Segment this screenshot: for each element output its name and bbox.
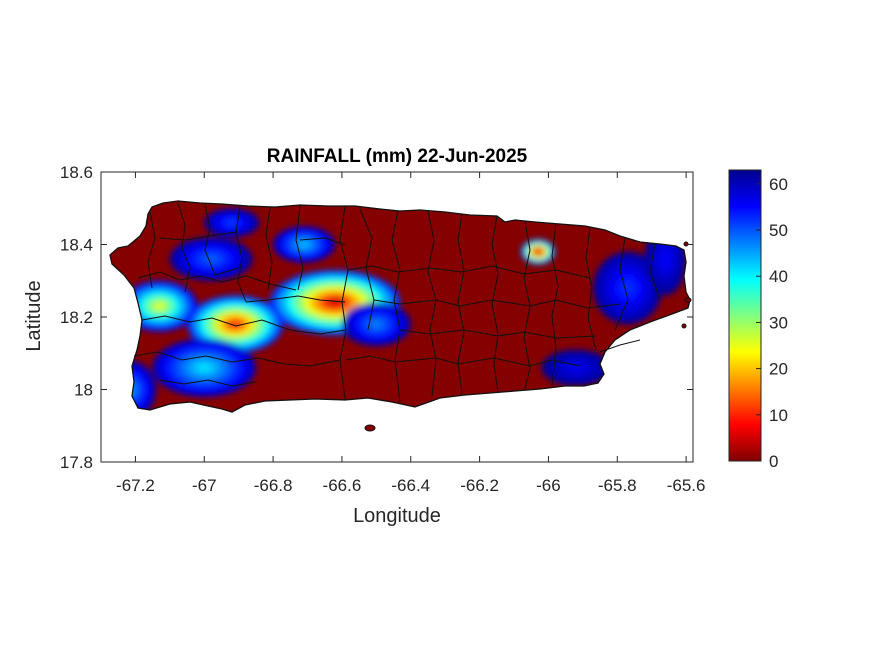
municipality-boundary: [137, 271, 297, 291]
municipality-boundary: [265, 207, 273, 291]
rain-cell: [273, 226, 336, 263]
municipality-boundary: [299, 237, 346, 246]
y-tick-label: 17.8: [60, 453, 93, 472]
y-tick-label: 18.2: [60, 308, 93, 327]
municipality-boundary: [214, 267, 239, 276]
colorbar-tick-label: 40: [769, 267, 788, 286]
municipality-boundary: [133, 351, 285, 365]
small-islands: [364, 241, 692, 432]
municipality-boundary: [141, 315, 346, 335]
municipality-boundary: [585, 226, 597, 351]
x-tick-label: -66: [536, 476, 561, 495]
x-tick-label: -65.6: [667, 476, 706, 495]
y-tick-label: 18: [74, 381, 93, 400]
municipality-boundary: [614, 237, 629, 331]
municipality-boundary: [177, 202, 191, 293]
rain-cell: [152, 338, 256, 397]
municipality-boundary: [649, 242, 661, 301]
y-tick-label: 18.6: [60, 163, 93, 182]
x-axis: -67.2 -67 -66.8 -66.6 -66.4 -66.2 -66 -65.8 -65.…: [116, 172, 705, 495]
municipality-boundary: [295, 205, 304, 291]
rain-contour: [372, 321, 381, 327]
rain-contour: [326, 298, 344, 307]
municipality-boundary: [491, 215, 499, 393]
municipality-boundary: [457, 213, 465, 395]
islet: [364, 424, 376, 432]
x-axis-label: Longitude: [353, 505, 441, 527]
colorbar-tick-label: 20: [769, 360, 788, 379]
x-tick-label: -66.2: [460, 476, 499, 495]
rain-contour: [300, 242, 308, 247]
municipality-boundary: [159, 231, 237, 241]
y-axis: 17.8 18 18.2 18.4 18.6: [60, 163, 693, 472]
municipality-boundary: [159, 379, 257, 387]
island-coastline: [109, 200, 691, 413]
rain-cell: [121, 280, 198, 332]
rain-contour: [571, 365, 581, 371]
colorbar-ticks: 0 10 20 30 40 50 60: [756, 175, 788, 471]
municipality-boundary: [284, 359, 341, 367]
islet: [681, 323, 687, 329]
colorbar-tick-label: 60: [769, 175, 788, 194]
rain-cell: [593, 251, 663, 325]
x-tick-label: -66.4: [391, 476, 430, 495]
x-tick-label: -66.8: [254, 476, 293, 495]
rain-cell: [187, 295, 284, 354]
municipality-boundary: [391, 210, 401, 403]
municipality-boundary: [345, 355, 581, 367]
rain-contour: [197, 364, 211, 372]
rain-cell: [341, 302, 411, 346]
y-tick-label: 18.4: [60, 236, 93, 255]
municipality-boundary: [204, 204, 216, 276]
colorbar-gradient: [728, 169, 762, 462]
colorbar: 0 10 20 30 40 50 60: [728, 169, 788, 471]
municipality-boundary: [235, 206, 247, 303]
rain-cell: [541, 349, 611, 386]
colorbar-tick-label: 30: [769, 313, 788, 332]
rain-contour: [228, 220, 236, 225]
municipality-boundary: [399, 329, 597, 339]
municipality-boundary: [347, 265, 591, 279]
municipality-boundaries: [133, 202, 661, 403]
municipality-boundary: [551, 223, 559, 387]
municipality-boundary: [373, 299, 621, 309]
rain-contour: [662, 254, 669, 264]
rain-cell: [204, 208, 260, 238]
colorbar-tick-label: 10: [769, 406, 788, 425]
x-tick-label: -66.6: [323, 476, 362, 495]
rain-contour: [535, 250, 541, 254]
municipality-boundary: [359, 208, 375, 331]
rain-contour: [229, 320, 242, 328]
x-tick-label: -67: [192, 476, 217, 495]
rain-contour: [154, 302, 165, 310]
x-tick-label: -67.2: [116, 476, 155, 495]
islet: [684, 297, 692, 303]
rain-cell: [520, 239, 556, 265]
colorbar-tick-label: 50: [769, 221, 788, 240]
chart-title: RAINFALL (mm) 22-Jun-2025: [267, 146, 528, 167]
x-tick-label: -65.8: [598, 476, 637, 495]
municipality-boundary: [245, 295, 346, 303]
y-axis-label: Latitude: [23, 280, 45, 351]
colorbar-tick-label: 0: [769, 452, 778, 471]
